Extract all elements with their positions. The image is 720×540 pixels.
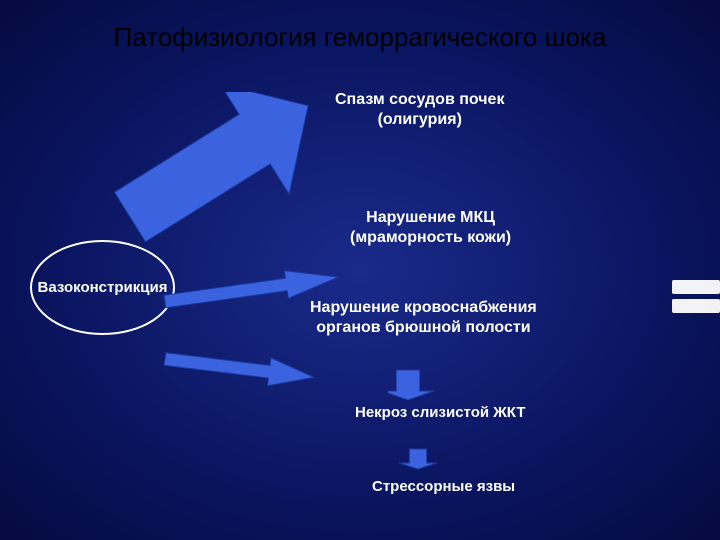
label-line: (олигурия) <box>378 111 462 128</box>
label-line: Стрессорные язвы <box>372 478 515 495</box>
label-line: (мраморность кожи) <box>350 229 511 246</box>
decorative-stripe <box>672 280 720 294</box>
label-line: Нарушение МКЦ <box>366 209 495 226</box>
label-line: Спазм сосудов почек <box>335 91 504 108</box>
arrow-to-abdominal <box>145 264 335 454</box>
label-mkc-disruption: Нарушение МКЦ (мраморность кожи) <box>350 208 511 248</box>
slide-title: Патофизиология геморрагического шока <box>0 22 720 53</box>
label-kidney-spasm: Спазм сосудов почек (олигурия) <box>335 90 504 130</box>
label-line: Нарушение кровоснабжения <box>310 299 537 316</box>
label-abdominal-supply: Нарушение кровоснабжения органов брюшной… <box>310 298 537 338</box>
label-line: органов брюшной полости <box>316 319 530 336</box>
label-gkt-necrosis: Некроз слизистой ЖКТ <box>355 404 526 423</box>
label-line: Некроз слизистой ЖКТ <box>355 404 526 421</box>
decorative-stripe <box>672 299 720 313</box>
label-stress-ulcers: Стрессорные язвы <box>372 478 515 497</box>
